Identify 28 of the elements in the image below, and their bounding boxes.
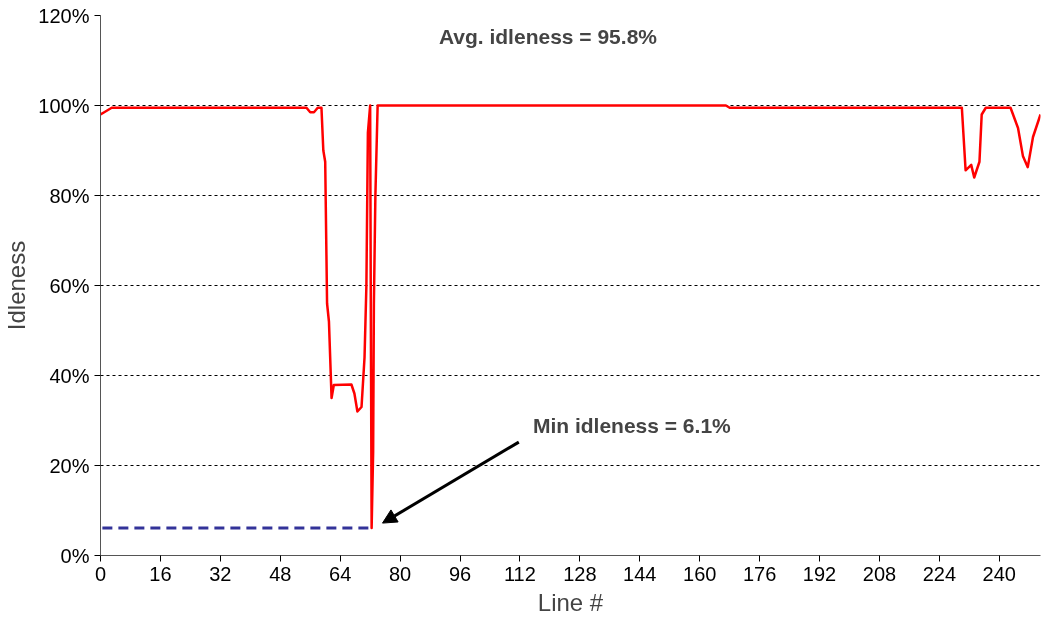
y-tick-label: 80% xyxy=(49,184,90,207)
x-tick-label: 16 xyxy=(149,562,172,585)
y-tick-label: 100% xyxy=(38,94,90,117)
y-tick-label: 60% xyxy=(49,274,90,297)
x-tick-label: 160 xyxy=(683,562,717,585)
y-tick-label: 40% xyxy=(49,364,90,387)
y-tick-label: 120% xyxy=(38,4,90,27)
x-axis-title: Line # xyxy=(537,588,604,616)
x-tick-label: 240 xyxy=(982,562,1016,585)
x-tick-label: 112 xyxy=(504,562,536,585)
x-tick-label: 80 xyxy=(388,562,412,585)
x-tick-label: 208 xyxy=(862,562,897,585)
annotation: Avg. idleness = 95.8% xyxy=(438,24,658,48)
x-tick-label: 128 xyxy=(563,562,597,585)
x-tick-label: 32 xyxy=(209,562,232,585)
y-tick-label: 20% xyxy=(49,454,90,477)
x-tick-label: 176 xyxy=(742,562,777,585)
x-tick-label: 0 xyxy=(94,562,107,585)
y-tick-label: 0% xyxy=(60,544,90,567)
x-tick-label: 192 xyxy=(802,562,837,585)
y-axis-title: Idleness xyxy=(3,240,31,331)
x-tick-label: 144 xyxy=(623,562,657,585)
x-tick-label: 48 xyxy=(269,562,292,585)
line-series xyxy=(100,104,1041,530)
x-tick-label: 64 xyxy=(329,562,352,585)
x-tick-label: 224 xyxy=(922,562,957,585)
annotation: Min idleness = 6.1% xyxy=(532,413,732,437)
x-tick-label: 96 xyxy=(448,562,472,585)
